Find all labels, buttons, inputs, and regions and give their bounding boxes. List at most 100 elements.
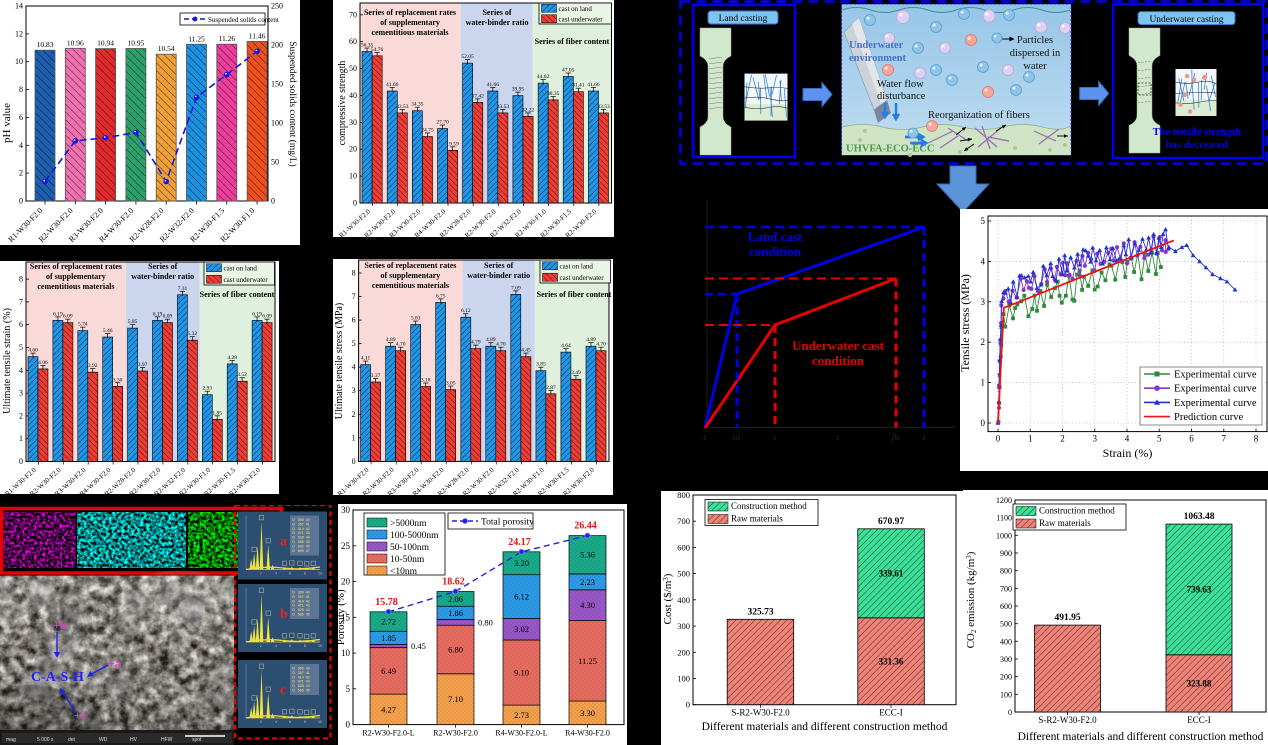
svg-text:Suspended solids content: Suspended solids content <box>208 16 279 24</box>
svg-text:0: 0 <box>686 700 690 710</box>
svg-text:20: 20 <box>341 577 351 587</box>
svg-text:38.35: 38.35 <box>547 91 560 97</box>
svg-text:33.53: 33.53 <box>597 104 610 110</box>
svg-text:cast underwater: cast underwater <box>224 276 269 284</box>
svg-text:>5000nm: >5000nm <box>390 519 427 529</box>
svg-text:3: 3 <box>981 297 986 307</box>
svg-text:6.19: 6.19 <box>153 311 163 317</box>
svg-text:2: 2 <box>1060 434 1065 444</box>
svg-text:39.95: 39.95 <box>512 87 525 93</box>
svg-text:14: 14 <box>15 2 23 11</box>
svg-text:10.94: 10.94 <box>97 39 114 48</box>
svg-text:O 414 42: O 414 42 <box>292 599 310 603</box>
svg-text:3.20: 3.20 <box>514 558 529 568</box>
svg-text:900: 900 <box>1000 549 1012 558</box>
svg-text:Different materials and differ: Different materials and different constr… <box>702 721 948 733</box>
svg-text:3.92: 3.92 <box>88 363 98 369</box>
svg-text:Tensile stress (MPa): Tensile stress (MPa) <box>960 274 972 372</box>
svg-text:500: 500 <box>1000 620 1012 629</box>
svg-text:mag: mag <box>6 737 16 743</box>
svg-text:O 642 46: O 642 46 <box>292 544 310 548</box>
svg-text:water-binder ratio: water-binder ratio <box>131 272 194 281</box>
svg-text:4.79: 4.79 <box>471 340 481 346</box>
svg-text:cast on land: cast on land <box>560 262 594 270</box>
svg-text:has decreased: has decreased <box>1166 140 1228 151</box>
svg-text:Raw materials: Raw materials <box>731 514 783 524</box>
svg-text:Series of: Series of <box>484 261 513 270</box>
svg-text:44.62: 44.62 <box>537 74 550 80</box>
svg-text:27.70: 27.70 <box>436 120 449 126</box>
svg-text:491.95: 491.95 <box>1054 613 1080 623</box>
svg-text:ECC-I: ECC-I <box>879 708 903 718</box>
svg-text:6.09: 6.09 <box>262 314 272 320</box>
svg-text:water-binder ratio: water-binder ratio <box>466 18 529 27</box>
svg-text:Water flow: Water flow <box>877 79 924 90</box>
svg-text:20: 20 <box>349 145 357 154</box>
svg-text:70: 70 <box>349 10 357 19</box>
svg-text:19.59: 19.59 <box>446 141 459 147</box>
svg-text:10: 10 <box>341 648 351 658</box>
svg-text:3.30: 3.30 <box>113 377 123 383</box>
svg-text:of supplementary: of supplementary <box>380 18 440 27</box>
svg-text:Underwater: Underwater <box>849 40 904 51</box>
svg-text:disturbance: disturbance <box>877 91 926 102</box>
svg-text:7.31: 7.31 <box>178 286 188 292</box>
svg-text:250: 250 <box>271 2 283 11</box>
svg-text:37.42: 37.42 <box>472 93 485 99</box>
svg-text:3.18: 3.18 <box>421 378 431 384</box>
svg-text:34.35: 34.35 <box>411 102 424 108</box>
svg-text:5.36: 5.36 <box>580 550 595 560</box>
svg-text:7.09: 7.09 <box>511 285 521 291</box>
svg-text:2: 2 <box>352 410 356 419</box>
svg-text:1.85: 1.85 <box>212 410 222 416</box>
svg-text:4: 4 <box>352 363 356 372</box>
svg-text:WD: WD <box>99 737 108 743</box>
svg-text:4: 4 <box>981 256 986 266</box>
svg-text:ε: ε <box>836 432 840 442</box>
svg-text:Series of replacement rates: Series of replacement rates <box>364 261 456 270</box>
svg-text:33.53: 33.53 <box>396 104 409 110</box>
svg-text:water: water <box>1023 61 1047 72</box>
svg-text:O 585 45: O 585 45 <box>292 689 310 693</box>
svg-text:3: 3 <box>1093 434 1098 444</box>
svg-text:200: 200 <box>1000 673 1012 682</box>
svg-text:11.25: 11.25 <box>578 656 597 666</box>
svg-text:3: 3 <box>19 389 23 398</box>
svg-text:4.45: 4.45 <box>521 348 531 354</box>
svg-text:Experimental curve: Experimental curve <box>1174 398 1257 409</box>
svg-text:200: 200 <box>677 647 690 657</box>
svg-text:1.86: 1.86 <box>448 608 463 618</box>
svg-text:18.62: 18.62 <box>442 577 465 588</box>
svg-text:150: 150 <box>271 80 283 89</box>
svg-text:0: 0 <box>19 197 23 206</box>
svg-text:25: 25 <box>341 541 351 551</box>
svg-text:Series of: Series of <box>482 8 511 17</box>
svg-text:cementitious materials: cementitious materials <box>37 282 114 291</box>
svg-text:condition: condition <box>812 353 865 368</box>
svg-text:50: 50 <box>271 158 279 167</box>
svg-text:3.05: 3.05 <box>446 381 456 387</box>
svg-text:R4-W30-F2.0: R4-W30-F2.0 <box>565 729 610 738</box>
svg-text:9.10: 9.10 <box>514 668 529 678</box>
svg-text:0: 0 <box>1008 708 1012 717</box>
svg-text:S-R2-W30-F2.0: S-R2-W30-F2.0 <box>1038 715 1097 725</box>
svg-text:4.89: 4.89 <box>586 337 596 343</box>
svg-text:26.44: 26.44 <box>574 521 597 532</box>
svg-text:30: 30 <box>349 118 357 127</box>
svg-text:331.36: 331.36 <box>879 656 904 666</box>
svg-text:condition: condition <box>749 244 802 259</box>
svg-text:cementitious materials: cementitious materials <box>372 281 449 290</box>
svg-text:Total porosity: Total porosity <box>481 518 534 528</box>
svg-text:Different materials and differ: Different materials and different constr… <box>1018 731 1264 743</box>
svg-text:0: 0 <box>981 418 986 428</box>
svg-text:1: 1 <box>981 378 986 388</box>
svg-text:HV: HV <box>130 737 138 743</box>
svg-text:2: 2 <box>19 169 23 178</box>
svg-text:0.80: 0.80 <box>478 617 493 627</box>
svg-text:300: 300 <box>677 621 690 631</box>
svg-text:4: 4 <box>275 720 277 724</box>
svg-text:Land casting: Land casting <box>719 14 768 24</box>
svg-text:6: 6 <box>1189 434 1194 444</box>
svg-text:41.66: 41.66 <box>386 82 399 88</box>
svg-text:6: 6 <box>289 720 291 724</box>
